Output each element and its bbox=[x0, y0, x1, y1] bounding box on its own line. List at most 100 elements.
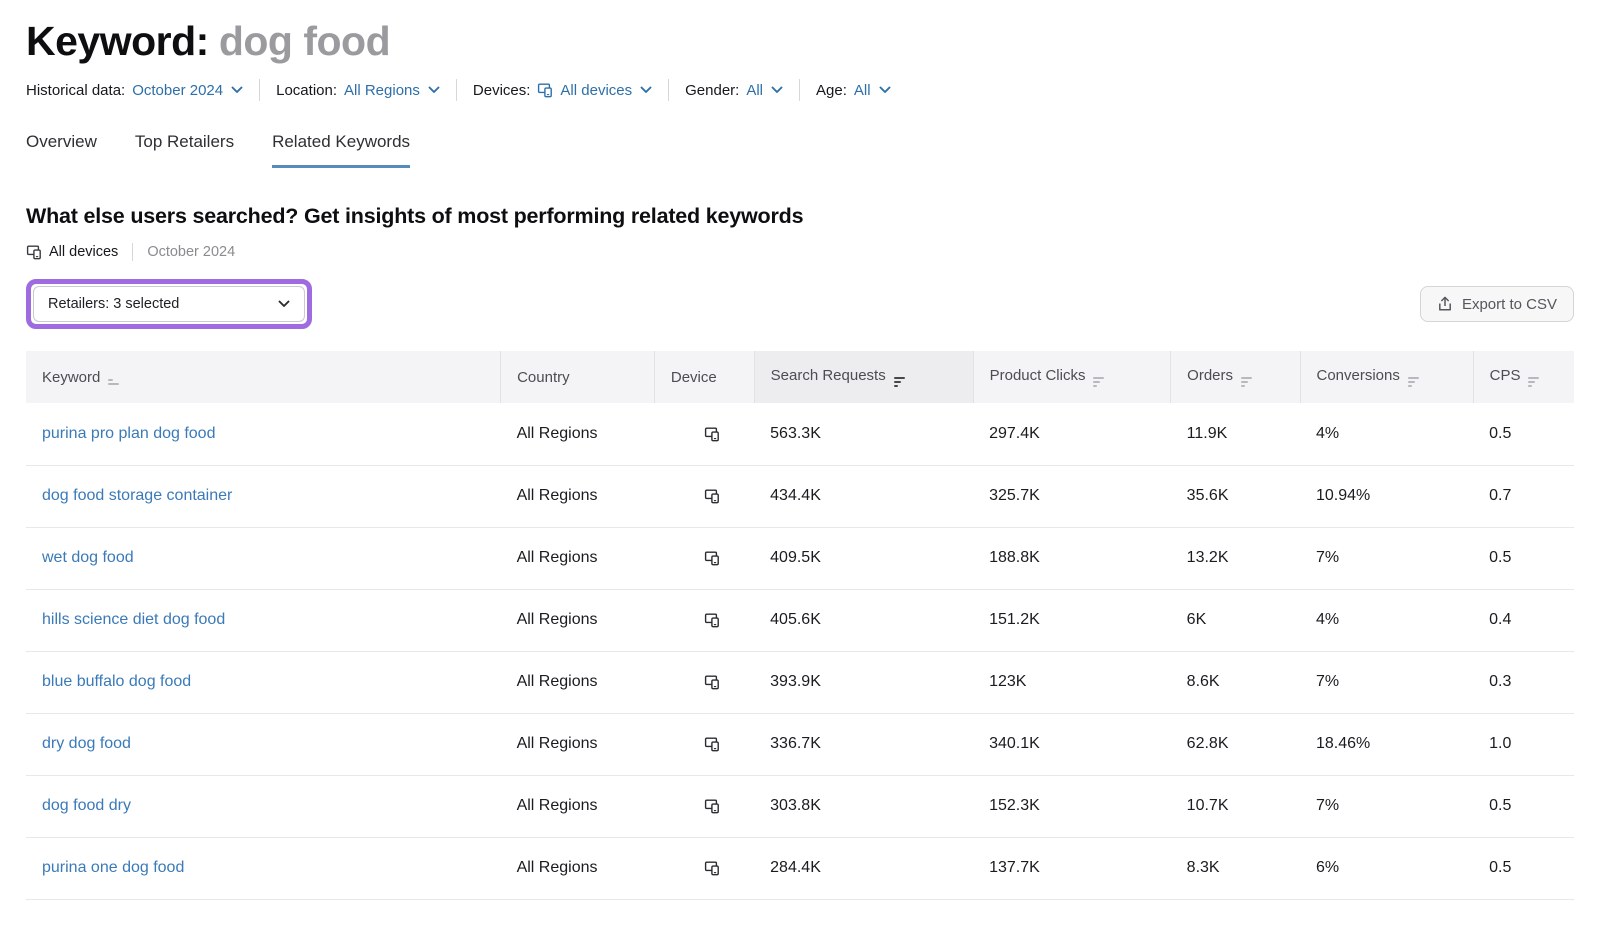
tab-overview[interactable]: Overview bbox=[26, 132, 97, 151]
all-devices-icon bbox=[704, 674, 720, 690]
device-cell bbox=[654, 589, 755, 652]
country-cell: All Regions bbox=[500, 589, 655, 652]
device-cell bbox=[654, 775, 755, 838]
table-body: purina pro plan dog food All Regions 563.3… bbox=[26, 403, 1574, 900]
keyword-link[interactable]: purina one dog food bbox=[42, 859, 185, 876]
table-row: blue buffalo dog food All Regions 393.9K 12… bbox=[26, 651, 1574, 714]
controls-row: Retailers: 3 selected Export to CSV bbox=[26, 279, 1574, 329]
device-cell bbox=[654, 465, 755, 528]
column-header-cps[interactable]: CPS bbox=[1472, 351, 1574, 403]
conversions-cell: 4% bbox=[1300, 403, 1474, 466]
filter-value: All devices bbox=[560, 81, 633, 99]
product-clicks-cell: 188.8K bbox=[973, 527, 1171, 590]
conversions-cell: 6% bbox=[1300, 837, 1474, 900]
column-header-country[interactable]: Country bbox=[500, 351, 655, 403]
divider bbox=[668, 79, 670, 101]
keyword-link[interactable]: dog food dry bbox=[42, 797, 131, 814]
column-header-label: Keyword bbox=[42, 368, 101, 386]
country-cell: All Regions bbox=[500, 837, 655, 900]
divider bbox=[259, 79, 261, 101]
keyword-link[interactable]: purina pro plan dog food bbox=[42, 424, 216, 442]
search-requests-cell: 405.6K bbox=[754, 589, 974, 652]
product-clicks-cell: 151.2K bbox=[973, 589, 1171, 652]
cps-cell: 0.3 bbox=[1473, 651, 1574, 714]
filter-label: Gender: bbox=[685, 81, 740, 99]
column-header-orders[interactable]: Orders bbox=[1170, 351, 1300, 403]
table-header: Keyword Country Device Search Requests Produ… bbox=[26, 351, 1574, 403]
keyword-cell: purina one dog food bbox=[26, 837, 501, 900]
column-header-search-requests[interactable]: Search Requests bbox=[753, 351, 974, 403]
sort-icon bbox=[893, 377, 905, 387]
keyword-cell: hills science diet dog food bbox=[26, 589, 501, 652]
column-header-conversions[interactable]: Conversions bbox=[1299, 351, 1474, 403]
country-cell: All Regions bbox=[500, 775, 655, 838]
chevron-down-icon bbox=[879, 86, 891, 94]
keyword-link[interactable]: hills science diet dog food bbox=[42, 611, 226, 628]
orders-cell: 62.8K bbox=[1170, 713, 1300, 776]
keyword-link[interactable]: blue buffalo dog food bbox=[42, 673, 192, 690]
cps-cell: 0.4 bbox=[1473, 589, 1574, 652]
table-row: dog food storage container All Regions 434… bbox=[26, 465, 1574, 528]
orders-cell: 10.7K bbox=[1170, 775, 1300, 838]
column-header-product-clicks[interactable]: Product Clicks bbox=[972, 351, 1171, 403]
scope-devices: All devices bbox=[26, 244, 118, 260]
chevron-down-icon bbox=[428, 86, 440, 94]
column-header-label: Device bbox=[670, 368, 717, 386]
search-requests-cell: 409.5K bbox=[754, 527, 974, 590]
all-devices-icon bbox=[704, 488, 720, 504]
conversions-cell: 18.46% bbox=[1300, 713, 1474, 776]
search-requests-cell: 434.4K bbox=[754, 465, 974, 528]
keyword-link[interactable]: dog food storage container bbox=[42, 487, 233, 504]
search-requests-cell: 284.4K bbox=[754, 837, 974, 900]
all-devices-icon bbox=[704, 736, 720, 752]
divider bbox=[132, 243, 134, 261]
country-cell: All Regions bbox=[500, 403, 655, 466]
tab-top-retailers[interactable]: Top Retailers bbox=[134, 132, 235, 151]
scope-period: October 2024 bbox=[147, 244, 236, 260]
page: Keyword: dog food Historical data: October… bbox=[26, 16, 1574, 900]
filter-historical-data[interactable]: Historical data: October 2024 bbox=[26, 82, 243, 99]
column-header-label: Orders bbox=[1187, 367, 1234, 384]
export-button-label: Export to CSV bbox=[1461, 295, 1557, 313]
conversions-cell: 10.94% bbox=[1300, 465, 1474, 528]
device-cell bbox=[654, 651, 755, 714]
filter-value: All bbox=[746, 81, 763, 99]
keyword-cell: dog food storage container bbox=[26, 465, 501, 528]
search-requests-cell: 563.3K bbox=[754, 403, 974, 466]
filter-value: All Regions bbox=[344, 81, 420, 99]
filter-age[interactable]: Age: All bbox=[816, 82, 891, 99]
filter-bar: Historical data: October 2024 Location: All… bbox=[26, 79, 1574, 101]
table-row: purina one dog food All Regions 284.4K 137.… bbox=[26, 837, 1574, 900]
country-cell: All Regions bbox=[500, 527, 655, 590]
search-requests-cell: 393.9K bbox=[754, 651, 974, 714]
column-header-label: Conversions bbox=[1316, 367, 1400, 384]
keyword-cell: blue buffalo dog food bbox=[26, 651, 501, 714]
table-row: wet dog food All Regions 409.5K 188.8K 13.2K… bbox=[26, 527, 1574, 590]
product-clicks-cell: 325.7K bbox=[973, 465, 1171, 528]
page-title: Keyword: dog food bbox=[26, 16, 1574, 66]
all-devices-icon bbox=[26, 244, 42, 260]
cps-cell: 0.7 bbox=[1473, 465, 1574, 528]
column-header-device[interactable]: Device bbox=[653, 351, 755, 403]
device-cell bbox=[654, 713, 755, 776]
scope-meta-row: All devices October 2024 bbox=[26, 243, 1574, 261]
cps-cell: 0.5 bbox=[1473, 527, 1574, 590]
keyword-link[interactable]: wet dog food bbox=[42, 549, 134, 566]
search-requests-cell: 336.7K bbox=[754, 713, 974, 776]
related-keywords-table: Keyword Country Device Search Requests Produ… bbox=[26, 351, 1574, 900]
filter-location[interactable]: Location: All Regions bbox=[276, 82, 440, 99]
column-header-keyword[interactable]: Keyword bbox=[26, 351, 501, 403]
chevron-down-icon bbox=[640, 86, 652, 94]
keyword-link[interactable]: dry dog food bbox=[42, 735, 131, 752]
export-to-csv-button[interactable]: Export to CSV bbox=[1419, 286, 1574, 322]
filter-gender[interactable]: Gender: All bbox=[685, 82, 783, 99]
filter-devices[interactable]: Devices: All devices bbox=[473, 82, 652, 99]
keyword-cell: dry dog food bbox=[26, 713, 501, 776]
conversions-cell: 7% bbox=[1300, 651, 1474, 714]
retailers-dropdown[interactable]: Retailers: 3 selected bbox=[33, 286, 305, 322]
tab-related-keywords[interactable]: Related Keywords bbox=[272, 132, 411, 168]
column-header-label: Product Clicks bbox=[989, 367, 1086, 384]
conversions-cell: 4% bbox=[1300, 589, 1474, 652]
retailers-dropdown-highlight: Retailers: 3 selected bbox=[26, 279, 312, 329]
tab-bar: Overview Top Retailers Related Keywords bbox=[26, 132, 1574, 168]
